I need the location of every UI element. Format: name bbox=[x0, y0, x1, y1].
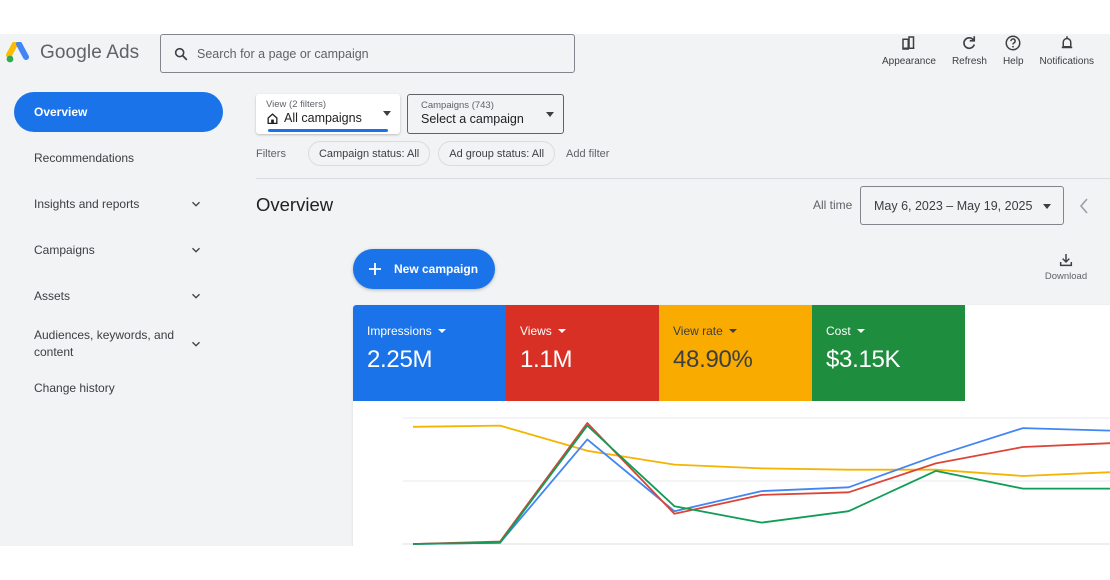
help-button[interactable]: Help bbox=[995, 34, 1032, 70]
series-line-view-rate bbox=[412, 424, 1110, 477]
series-line-cost bbox=[412, 424, 1110, 545]
dropdown-caret-icon bbox=[437, 329, 446, 333]
plus-icon bbox=[369, 263, 381, 275]
series-line-views bbox=[412, 422, 1110, 545]
performance-card: Impressions 2.25M Views 1.1M View rate 4… bbox=[353, 305, 1110, 546]
search-box[interactable] bbox=[160, 34, 575, 73]
metric-label: Views bbox=[520, 324, 552, 338]
divider bbox=[256, 178, 1110, 179]
chevron-left-icon[interactable] bbox=[1076, 196, 1092, 216]
campaign-selector[interactable]: Campaigns (743) Select a campaign bbox=[407, 94, 564, 134]
metric-tiles: Impressions 2.25M Views 1.1M View rate 4… bbox=[353, 305, 1110, 401]
sidebar-item-insights-and-reports[interactable]: Insights and reports bbox=[14, 184, 223, 224]
filter-bar: Filters Campaign status: All Ad group st… bbox=[256, 141, 609, 166]
metric-label: Impressions bbox=[367, 324, 432, 338]
series-line-impressions bbox=[412, 427, 1110, 545]
sidebar-item-assets[interactable]: Assets bbox=[14, 276, 223, 316]
help-label: Help bbox=[1002, 56, 1024, 67]
new-campaign-button[interactable]: New campaign bbox=[353, 249, 495, 289]
search-input[interactable] bbox=[197, 46, 557, 61]
sidebar-item-label: Assets bbox=[34, 289, 71, 303]
home-icon bbox=[267, 112, 278, 124]
app-window: Google Ads Appearance Refresh bbox=[0, 34, 1110, 546]
chevron-down-icon bbox=[192, 293, 200, 299]
top-actions: Appearance Refresh Help Notifications bbox=[874, 34, 1102, 70]
sidebar-item-campaigns[interactable]: Campaigns bbox=[14, 230, 223, 270]
new-campaign-label: New campaign bbox=[394, 262, 479, 276]
sidebar-item-change-history[interactable]: Change history bbox=[14, 368, 223, 408]
add-filter-link[interactable]: Add filter bbox=[566, 147, 610, 160]
sidebar-item-label: Insights and reports bbox=[34, 197, 140, 211]
metric-value: 48.90% bbox=[673, 346, 753, 373]
search-icon bbox=[174, 47, 188, 60]
help-icon bbox=[1005, 35, 1021, 51]
metric-label: View rate bbox=[673, 324, 723, 338]
sidebar-item-overview[interactable]: Overview bbox=[14, 92, 223, 132]
metric-value: 1.1M bbox=[520, 346, 573, 373]
chevron-down-icon bbox=[192, 341, 200, 347]
date-range-label: All time bbox=[813, 198, 853, 212]
download-icon bbox=[1059, 254, 1073, 267]
sidebar-item-audiences-keywords-content[interactable]: Audiences, keywords, and content bbox=[14, 322, 223, 366]
refresh-label: Refresh bbox=[951, 56, 987, 67]
dropdown-caret-icon bbox=[856, 329, 865, 333]
view-selector[interactable]: View (2 filters) All campaigns bbox=[256, 94, 400, 134]
sidebar-item-label: Overview bbox=[34, 105, 88, 119]
dropdown-caret-icon bbox=[728, 329, 737, 333]
sidebar-item-label: Audiences, keywords, and content bbox=[34, 328, 175, 359]
sidebar-item-label: Campaigns bbox=[34, 243, 95, 257]
metric-tile-view-rate[interactable]: View rate 48.90% bbox=[659, 305, 812, 401]
sidebar-nav: Overview Recommendations Insights and re… bbox=[0, 92, 240, 414]
date-range-picker[interactable]: May 6, 2023 – May 19, 2025 bbox=[860, 186, 1064, 225]
filter-chip-ad-group-status[interactable]: Ad group status: All bbox=[438, 141, 556, 166]
google-ads-logo[interactable]: Google Ads bbox=[6, 42, 139, 64]
appearance-label: Appearance bbox=[882, 56, 936, 67]
download-button[interactable]: Download bbox=[1038, 252, 1094, 282]
refresh-button[interactable]: Refresh bbox=[944, 34, 995, 70]
notifications-button[interactable]: Notifications bbox=[1032, 34, 1102, 70]
refresh-icon bbox=[963, 36, 976, 50]
appearance-icon bbox=[902, 36, 915, 50]
google-ads-logo-icon bbox=[6, 42, 29, 63]
app-name: Google Ads bbox=[40, 42, 140, 63]
sidebar-item-label: Recommendations bbox=[34, 151, 135, 165]
dropdown-caret-icon bbox=[383, 111, 391, 116]
metric-value: $3.15K bbox=[826, 346, 901, 373]
metric-tile-views[interactable]: Views 1.1M bbox=[506, 305, 659, 401]
chevron-down-icon bbox=[192, 201, 200, 207]
chevron-down-icon bbox=[192, 247, 200, 253]
metric-value: 2.25M bbox=[367, 346, 433, 373]
active-indicator bbox=[268, 129, 388, 132]
dropdown-caret-icon bbox=[557, 329, 566, 333]
performance-line-chart bbox=[403, 417, 1110, 545]
bell-icon bbox=[1061, 36, 1073, 49]
appearance-button[interactable]: Appearance bbox=[874, 34, 944, 70]
metric-tile-impressions[interactable]: Impressions 2.25M bbox=[353, 305, 506, 401]
filter-chip-campaign-status[interactable]: Campaign status: All bbox=[307, 141, 431, 166]
dropdown-caret-icon bbox=[1043, 204, 1051, 209]
notifications-label: Notifications bbox=[1039, 56, 1094, 67]
campaign-selector-value: Select a campaign bbox=[421, 112, 524, 126]
filters-label: Filters bbox=[256, 147, 286, 160]
view-selector-value: All campaigns bbox=[284, 111, 362, 125]
page-title: Overview bbox=[256, 194, 334, 215]
download-label: Download bbox=[1044, 271, 1088, 282]
sidebar-item-recommendations[interactable]: Recommendations bbox=[14, 138, 223, 178]
view-selector-sublabel: View (2 filters) bbox=[266, 99, 327, 110]
dropdown-caret-icon bbox=[546, 112, 554, 117]
campaign-selector-sublabel: Campaigns (743) bbox=[421, 100, 494, 111]
metric-tile-cost[interactable]: Cost $3.15K bbox=[812, 305, 965, 401]
metric-label: Cost bbox=[826, 324, 851, 338]
date-range-value: May 6, 2023 – May 19, 2025 bbox=[874, 198, 1033, 213]
sidebar-item-label: Change history bbox=[34, 381, 115, 395]
